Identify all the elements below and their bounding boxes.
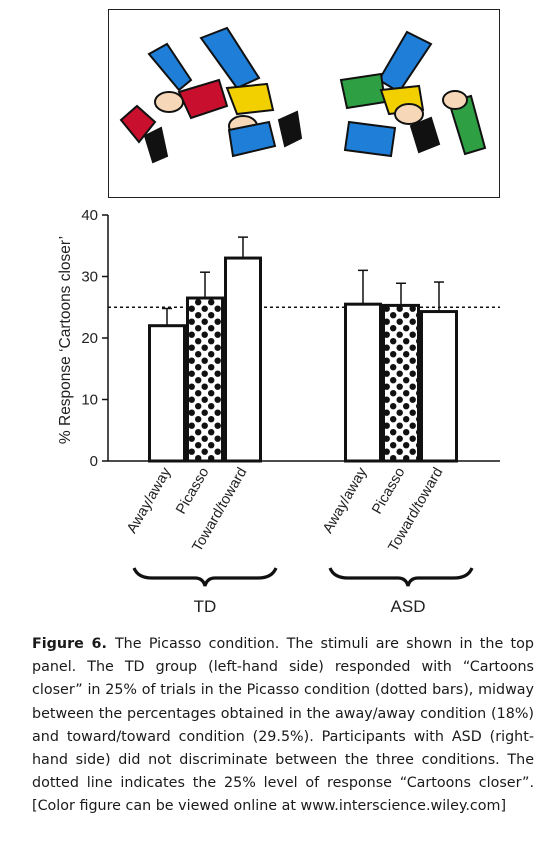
category-label: Away/away	[124, 464, 175, 536]
y-tick-label: 0	[90, 453, 98, 470]
figure-caption: Figure 6. The Picasso condition. The stim…	[32, 633, 534, 819]
left-cartoon-pair	[119, 26, 303, 164]
y-tick-label: 10	[81, 392, 98, 409]
bar	[224, 256, 262, 463]
figure-label: Figure 6.	[32, 636, 107, 652]
y-tick-label: 40	[81, 207, 98, 224]
y-tick-label: 30	[81, 269, 98, 286]
right-cartoon-pair	[339, 30, 487, 158]
bar	[420, 310, 458, 463]
category-label: Away/away	[320, 464, 371, 536]
stimulus-illustration	[119, 26, 487, 164]
group-brace	[328, 567, 474, 587]
bar	[186, 296, 224, 463]
stimulus-panel	[108, 9, 500, 198]
y-axis-label: % Response ‘Cartoons closer’	[57, 236, 74, 444]
category-label: Picasso	[369, 465, 408, 517]
group-label: TD	[194, 597, 217, 616]
category-label: Picasso	[173, 465, 212, 517]
caption-text: The Picasso condition. The stimuli are s…	[32, 636, 534, 815]
group-brace	[132, 567, 278, 587]
bar	[148, 324, 186, 463]
bar	[382, 303, 420, 463]
bar	[344, 302, 382, 463]
y-tick-label: 20	[81, 330, 98, 347]
group-label: ASD	[391, 597, 426, 616]
bar-chart: 0 10 20 30 40 % Response ‘Cartoons closer’ Awa…	[57, 207, 500, 616]
